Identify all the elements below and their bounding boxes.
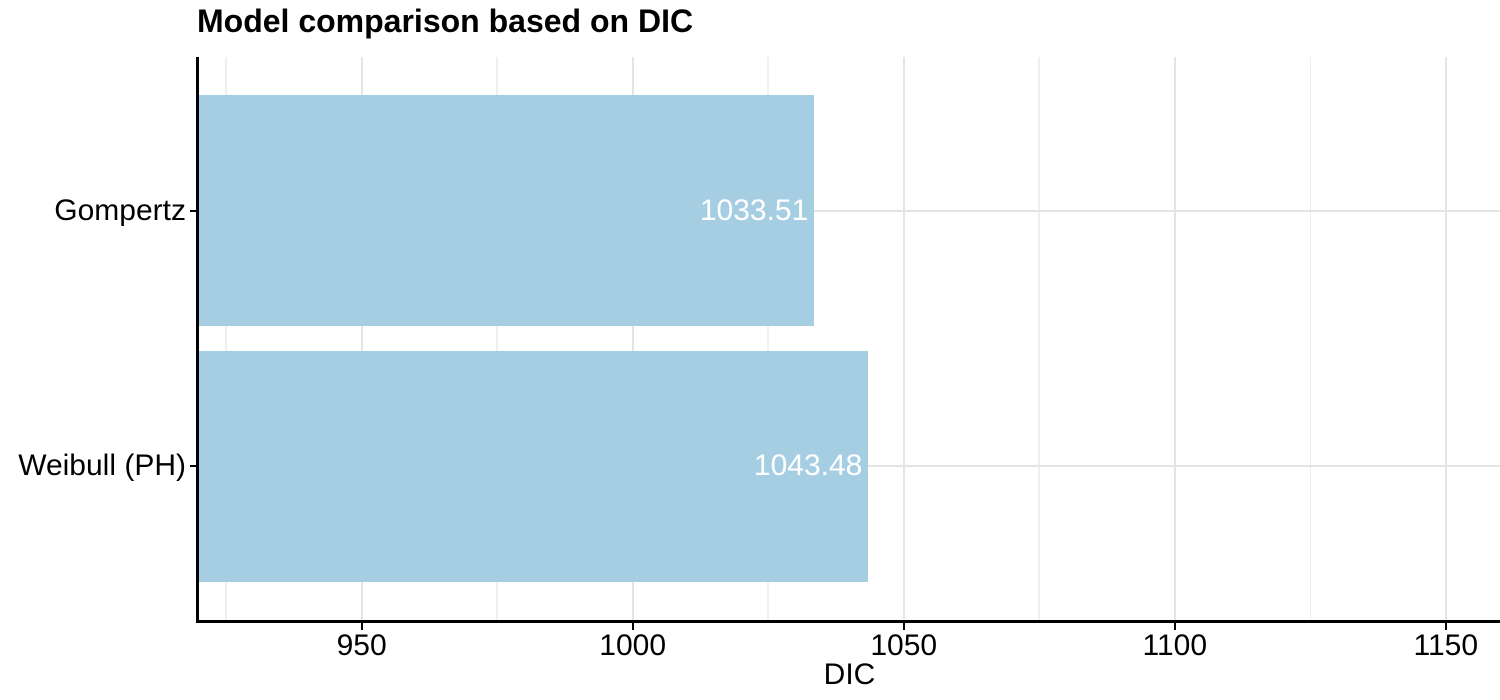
x-tick-label: 1050	[870, 629, 938, 662]
x-axis-title: DIC	[823, 658, 876, 691]
plot-panel: 1033.51 1043.48	[199, 57, 1500, 620]
y-axis-line	[196, 57, 199, 623]
x-tick-mark	[631, 623, 634, 630]
minor-gridline	[225, 57, 227, 620]
x-tick-label: 950	[336, 629, 387, 662]
x-tick-mark	[1444, 623, 1447, 630]
x-tick-mark	[902, 623, 905, 630]
x-tick-label: 1100	[1142, 629, 1208, 662]
y-axis-label: Gompertz	[54, 193, 186, 227]
major-gridline	[1173, 57, 1176, 620]
major-gridline	[1444, 57, 1447, 620]
y-axis-label: Weibull (PH)	[18, 449, 186, 483]
x-tick-label: 1150	[1413, 629, 1479, 662]
x-tick-mark	[360, 623, 363, 630]
y-tick-mark	[190, 209, 197, 212]
bar-weibull-ph-: 1043.48	[199, 351, 869, 582]
major-gridline	[902, 57, 905, 620]
bar-value-label: 1043.48	[753, 449, 863, 483]
major-gridline	[199, 209, 1500, 212]
major-gridline	[360, 57, 363, 620]
major-gridline	[631, 57, 634, 620]
minor-gridline	[767, 57, 769, 620]
x-tick-label: 1000	[599, 629, 667, 662]
minor-gridline	[1309, 57, 1312, 620]
bar-gompertz: 1033.51	[199, 95, 815, 326]
minor-gridline	[496, 57, 498, 620]
minor-gridline	[1038, 57, 1040, 620]
x-axis-line	[196, 620, 1500, 623]
y-tick-mark	[190, 465, 197, 468]
chart-title: Model comparison based on DIC	[197, 3, 694, 39]
x-tick-mark	[1173, 623, 1176, 630]
bar-value-label: 1033.51	[699, 193, 809, 227]
